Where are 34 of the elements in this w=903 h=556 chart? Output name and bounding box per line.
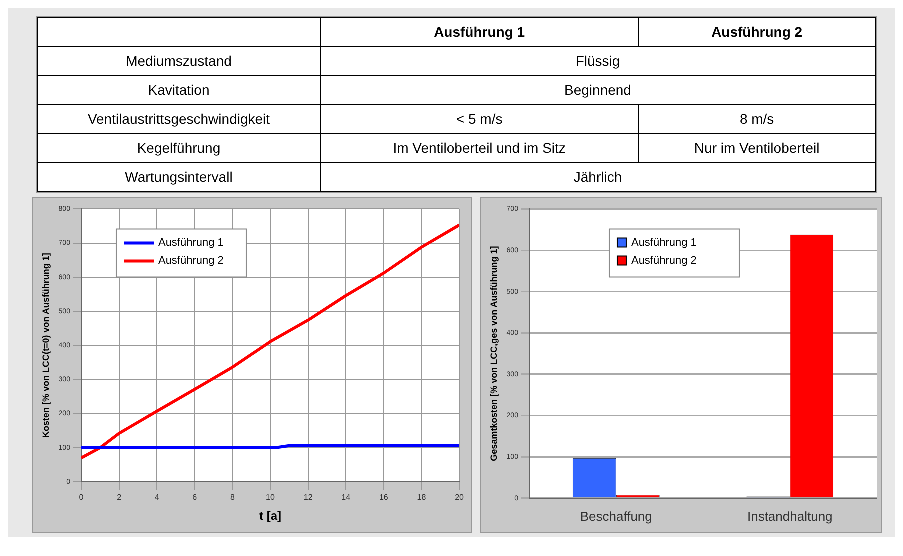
category-label: Ausführung 2 [638, 18, 876, 46]
category-label: Kavitation [148, 82, 210, 98]
text: Jährlich [574, 169, 622, 185]
x-tick-label: 8 [230, 493, 236, 502]
text: Flüssig [576, 53, 620, 69]
y-axis-title: Gesamtkosten [% von LCC,ges von Ausführung 1] [488, 246, 499, 462]
text: < 5 m/s [456, 111, 503, 127]
x-tick-label: 4 [154, 493, 160, 502]
legend-label: Ausführung 1 [158, 237, 224, 250]
legend-label: Ausführung 2 [631, 255, 697, 268]
text: Beginnend [564, 82, 632, 98]
x-tick-label: 2 [117, 493, 122, 502]
x-tick-label: 16 [379, 493, 389, 502]
text: Im Ventiloberteil und im Sitz [393, 140, 566, 156]
x-tick-label: 0 [79, 493, 84, 502]
legend-label: Ausführung 1 [631, 237, 697, 250]
category-label: Ventilaustrittsgeschwindigkeit [88, 111, 270, 127]
y-axis-title: Kosten [% von LCC(t=0) von Ausführung 1] [40, 253, 51, 438]
x-tick-label: 6 [192, 493, 198, 502]
text: Nur im Ventiloberteil [694, 140, 820, 156]
x-axis-title: t [a] [260, 509, 282, 524]
x-tick-label: 12 [304, 493, 314, 502]
x-tick-label: Beschaffung [580, 508, 652, 524]
category-label: Mediumszustand [126, 53, 232, 69]
category-label: Ausführung 1 [320, 18, 639, 46]
x-tick-label: 20 [455, 493, 465, 502]
text: 8 m/s [740, 111, 774, 127]
x-tick-label: 18 [417, 493, 427, 502]
category-label: Wartungsintervall [125, 169, 233, 185]
x-tick-label: 10 [266, 493, 276, 502]
x-tick-label: 14 [342, 493, 352, 502]
category-label: Kegelführung [137, 140, 221, 156]
legend-label: Ausführung 2 [158, 255, 224, 268]
x-tick-label: Instandhaltung [747, 508, 833, 524]
